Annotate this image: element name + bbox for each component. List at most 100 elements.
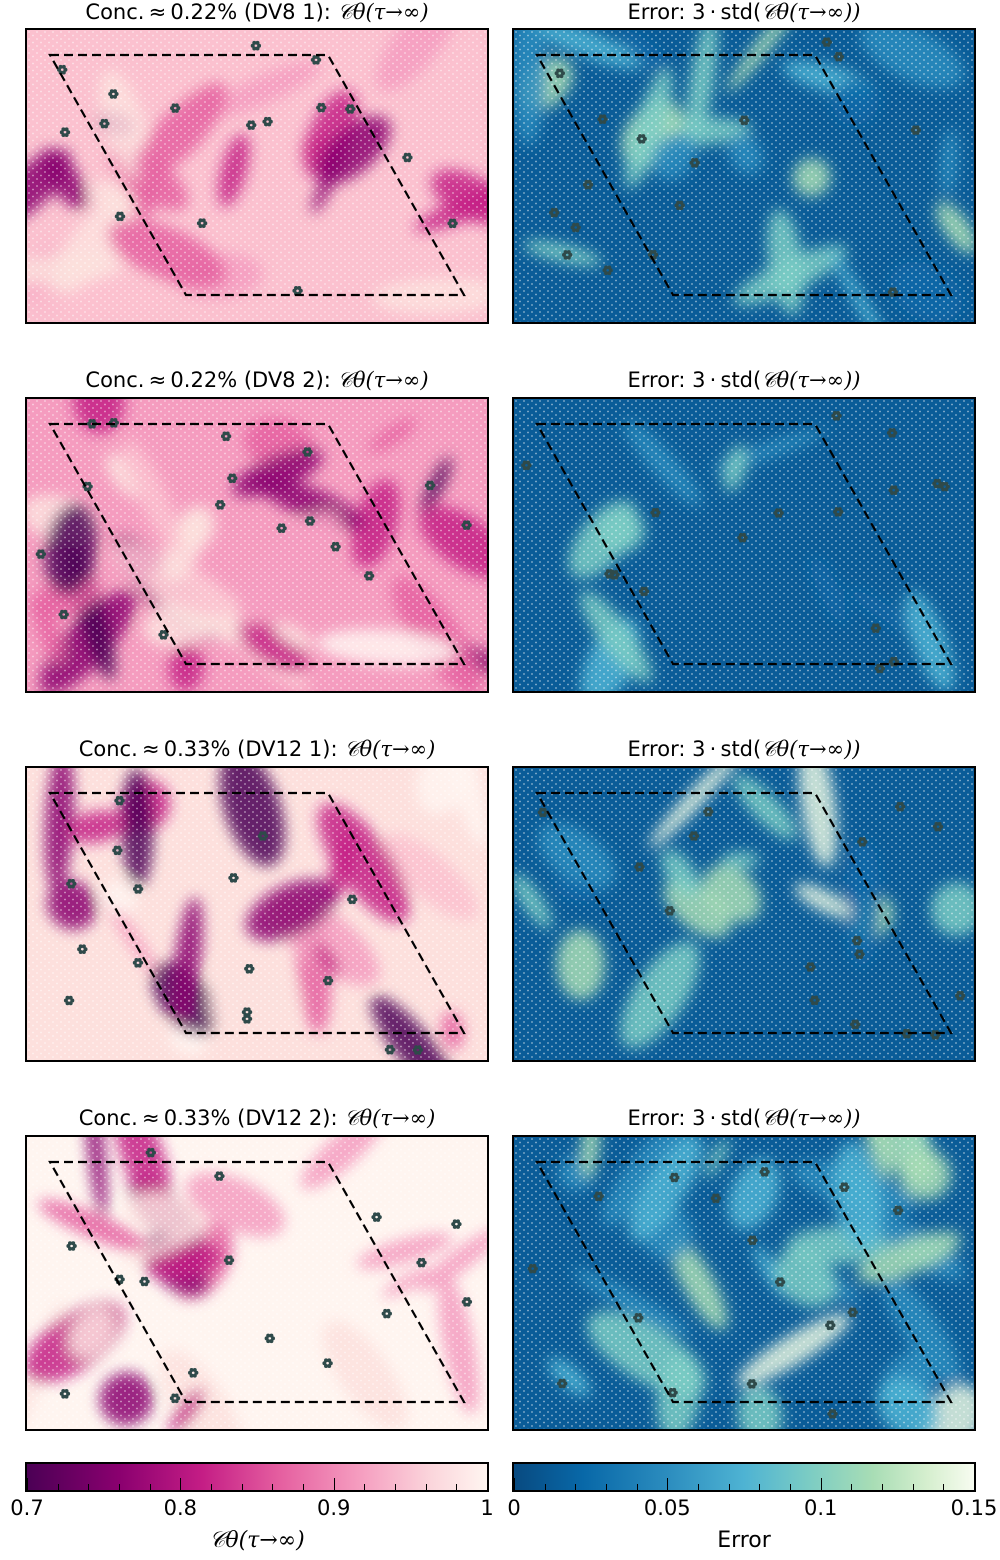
defect-marker: [112, 845, 123, 856]
defect-marker: [821, 37, 832, 47]
defect-marker: [381, 1308, 392, 1319]
heatmap-canvas: [27, 399, 487, 691]
defect-marker: [669, 1172, 680, 1183]
colorbar-minor-tick: [790, 1484, 791, 1490]
colorbar-major-tick: [820, 1478, 822, 1490]
colorbar-tick-label: 0.8: [163, 1496, 197, 1520]
defect-marker: [114, 211, 126, 222]
defect-marker: [345, 104, 356, 114]
defect-marker: [302, 447, 313, 457]
defect-marker: [170, 103, 181, 113]
heatmap-error-dv8-2: [512, 397, 976, 693]
defect-marker: [461, 520, 472, 530]
colorbar-major-tick: [27, 1478, 28, 1490]
defect-marker: [330, 541, 341, 552]
defect-marker: [228, 873, 239, 883]
defect-marker: [773, 508, 784, 518]
supercell-outline: [535, 1160, 953, 1404]
defect-marker: [888, 485, 899, 495]
defect-marker: [461, 1297, 473, 1307]
heatmap-canvas: [27, 1137, 487, 1429]
defect-marker: [264, 1333, 275, 1344]
defect-marker: [66, 1241, 77, 1251]
colorbar-minor-tick: [636, 1484, 638, 1490]
colorbar-tick-label: 1: [480, 1496, 494, 1520]
lattice-dots: [27, 399, 487, 691]
panel-title-error-dv8-2: Error: 3 · std(𝒞θ(τ→∞)): [627, 368, 861, 392]
defect-marker: [66, 878, 77, 889]
defect-marker: [246, 120, 257, 130]
defect-marker: [99, 118, 110, 129]
defect-marker: [223, 1255, 235, 1265]
defect-marker: [58, 609, 69, 620]
panel-title-conc-dv12-1: Conc. ≈ 0.33% (DV12 1): 𝒞θ(τ→∞): [78, 737, 436, 761]
colorbar-concurrence-label: 𝒞θ(τ→∞): [209, 1528, 305, 1553]
colorbar-minor-tick: [149, 1484, 151, 1490]
defect-marker: [257, 831, 269, 841]
colorbar-major-tick: [180, 1478, 182, 1490]
heatmap-conc-dv12-1: [25, 766, 489, 1062]
colorbar-major-tick: [514, 1478, 515, 1490]
colorbar-tick-label: 0.1: [803, 1496, 838, 1520]
defect-marker: [132, 958, 144, 968]
colorbar-minor-tick: [544, 1484, 546, 1490]
defect-marker: [851, 935, 863, 946]
defect-marker: [825, 1320, 836, 1331]
lattice-dots: [27, 30, 487, 322]
defect-marker: [402, 152, 413, 163]
defect-marker: [910, 125, 921, 135]
defect-marker: [939, 481, 950, 492]
defect-marker: [886, 428, 898, 438]
defect-marker: [850, 1019, 861, 1030]
defect-marker: [597, 114, 608, 124]
colorbar-tick-label: 0.15: [950, 1496, 998, 1520]
defect-marker: [227, 473, 238, 484]
defect-marker: [57, 64, 68, 75]
defect-marker: [650, 507, 661, 518]
colorbar-minor-tick: [57, 1484, 59, 1490]
defect-marker: [521, 460, 532, 471]
colorbar-tick-label: 0.05: [643, 1496, 691, 1520]
supercell-outline: [48, 791, 466, 1035]
colorbar-minor-tick: [882, 1484, 883, 1490]
defect-marker: [59, 1389, 71, 1399]
defect-marker: [703, 807, 714, 817]
defect-marker: [371, 1212, 382, 1222]
defect-marker: [747, 1235, 758, 1246]
heatmap-conc-dv8-1: [25, 28, 489, 324]
colorbar-tick-label: 0.7: [10, 1496, 44, 1520]
heatmap-canvas: [27, 30, 487, 322]
defect-marker: [304, 516, 316, 526]
defect-marker: [774, 1277, 786, 1287]
colorbar-minor-tick: [211, 1484, 212, 1490]
defect-marker: [688, 831, 700, 841]
defect-marker: [638, 586, 650, 597]
defect-marker: [196, 218, 208, 228]
heatmap-canvas: [514, 1137, 974, 1429]
defect-marker: [412, 1045, 423, 1055]
colorbar-major-tick: [974, 1478, 975, 1490]
colorbar-minor-tick: [728, 1484, 730, 1490]
defect-marker: [582, 179, 594, 190]
defect-marker: [854, 949, 865, 959]
supercell-outline: [48, 53, 466, 297]
defect-marker: [310, 55, 322, 65]
colorbar-minor-tick: [303, 1484, 304, 1490]
defect-marker: [527, 1263, 538, 1274]
defect-marker: [447, 218, 458, 229]
defect-marker: [108, 89, 119, 99]
defect-marker: [827, 1409, 838, 1419]
heatmap-error-dv8-1: [512, 28, 976, 324]
defect-marker: [809, 995, 820, 1006]
colorbar-minor-tick: [912, 1484, 914, 1490]
colorbar-minor-tick: [119, 1484, 120, 1490]
defect-marker: [322, 975, 334, 986]
defect-marker: [215, 500, 226, 510]
defect-marker: [424, 480, 436, 491]
defect-marker: [634, 862, 645, 872]
defect-marker: [609, 570, 620, 580]
defect-marker: [554, 68, 565, 79]
defect-marker: [188, 1368, 199, 1378]
colorbar-major-tick: [667, 1478, 669, 1490]
defect-marker: [241, 1014, 253, 1024]
